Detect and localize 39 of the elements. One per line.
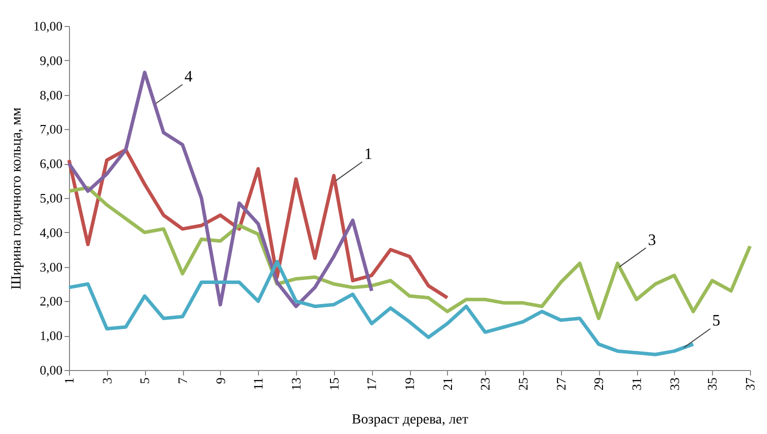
x-tick-label: 29 [591, 378, 606, 390]
x-tick-label: 13 [288, 378, 304, 390]
annotation: 5 [712, 312, 720, 330]
x-tick-label: 5 [137, 378, 152, 384]
y-tick-label: 6,00 [40, 156, 62, 172]
x-tick-label: 11 [250, 378, 266, 390]
y-axis-title: Ширина годичного кольца, мм [9, 107, 24, 290]
x-tick-label: 25 [516, 378, 530, 390]
y-tick-label: 4,00 [40, 224, 62, 240]
x-tick-label: 17 [364, 377, 380, 390]
line-series [67, 260, 695, 356]
x-tick-label: 1 [62, 378, 76, 384]
y-tick-label: 9,00 [40, 52, 62, 68]
line-series [67, 70, 374, 308]
y-tick-label: 8,00 [40, 87, 62, 102]
annotation: 1 [364, 146, 372, 163]
y-tick-label: 1,00 [40, 328, 62, 344]
line-series [67, 148, 450, 300]
x-tick-label: 37 [742, 377, 758, 390]
x-tick-label: 3 [99, 378, 114, 384]
annotation: 3 [648, 232, 656, 249]
y-tick-label: 3,00 [40, 259, 62, 274]
x-tick-label: 35 [704, 378, 720, 390]
x-tick-label: 19 [402, 378, 417, 390]
x-tick-label: 33 [666, 378, 682, 390]
annotation: 4 [184, 68, 192, 86]
y-tick-label: 5,00 [40, 190, 62, 206]
x-tick-label: 21 [440, 378, 455, 390]
x-axis-title: Возраст дерева, лет [352, 412, 468, 428]
x-tick-label: 27 [553, 377, 568, 390]
x-tick-label: 9 [212, 378, 228, 384]
x-tick-label: 7 [175, 377, 190, 384]
y-tick-label: 10,00 [33, 18, 62, 34]
y-tick-label: 0,00 [40, 362, 62, 378]
x-tick-label: 15 [326, 378, 342, 390]
y-tick-label: 2,00 [40, 294, 62, 309]
x-tick-label: 23 [478, 378, 493, 390]
y-tick-label: 7,00 [40, 122, 62, 137]
x-tick-label: 31 [629, 378, 644, 390]
